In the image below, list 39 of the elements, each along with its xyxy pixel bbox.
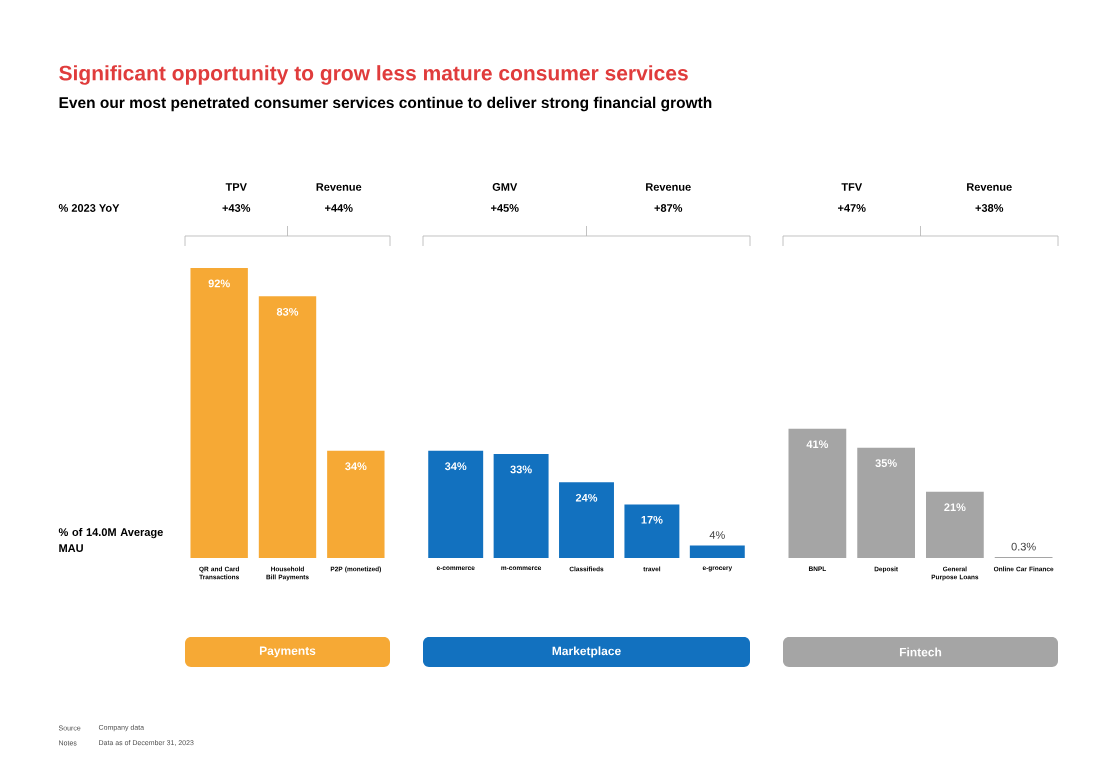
- text: +47%: [837, 204, 866, 212]
- data-label: 33%: [510, 465, 532, 474]
- text: TFV: [841, 183, 863, 191]
- text: % 2023 YoY: [58, 204, 120, 212]
- text: +87%: [654, 204, 683, 212]
- text: Payments: [259, 646, 316, 658]
- text: Revenue: [316, 183, 362, 191]
- data-label: 92%: [208, 279, 230, 288]
- text: +38%: [975, 204, 1004, 212]
- text: Revenue: [967, 183, 1012, 191]
- data-label: 34%: [345, 462, 367, 471]
- text: Revenue: [646, 183, 691, 191]
- text: Marketplace: [552, 646, 621, 658]
- data-label: 34%: [444, 462, 467, 471]
- text: +45%: [490, 204, 519, 212]
- data-label: 83%: [276, 307, 299, 316]
- text: GMV: [492, 183, 518, 191]
- text: TPV: [225, 183, 247, 191]
- bar: [428, 450, 484, 558]
- bar: [493, 453, 549, 558]
- bar: [689, 545, 745, 558]
- bar: [788, 428, 847, 558]
- bar: [559, 482, 614, 558]
- data-label: 21%: [944, 503, 966, 512]
- data-label: 4%: [709, 531, 725, 539]
- text: Even our most penetrated consumer services continue to deliver strong financial growth: [59, 96, 712, 112]
- bar: [624, 504, 680, 558]
- data-label: 35%: [875, 459, 897, 467]
- data-label: 24%: [575, 493, 598, 502]
- text: +44%: [324, 204, 353, 212]
- data-label: 17%: [641, 515, 663, 524]
- data-label: 0.3%: [1011, 542, 1036, 551]
- bar: [926, 491, 984, 558]
- text: Fintech: [899, 647, 942, 657]
- data-label: 41%: [806, 440, 829, 449]
- text: +43%: [222, 204, 251, 212]
- bar: [857, 447, 915, 558]
- text: Significant opportunity to grow less mature consumer services: [59, 65, 688, 85]
- text: % of 14.0M Average MAU: [58, 527, 163, 553]
